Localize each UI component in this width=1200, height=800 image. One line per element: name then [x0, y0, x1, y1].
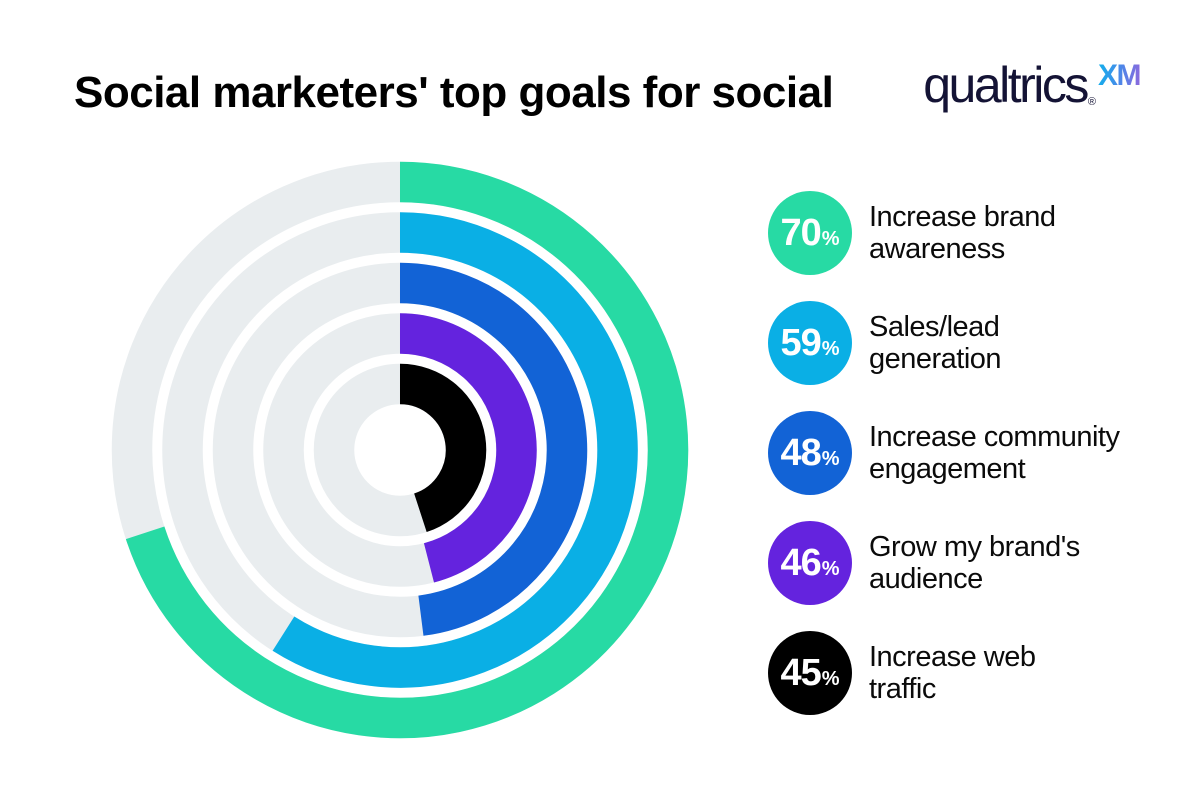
- legend-value-badge: 59%: [768, 301, 852, 385]
- legend-value-badge: 48%: [768, 411, 852, 495]
- percent-sign: %: [821, 448, 840, 470]
- radial-bar-chart: [111, 161, 689, 739]
- legend-label: Sales/lead generation: [869, 311, 1002, 375]
- qualtrics-logo: qualtrics®XM: [923, 57, 1142, 113]
- ring-arc: [125, 161, 689, 739]
- legend-value-group: 48%: [780, 434, 839, 472]
- legend-value: 59: [780, 322, 821, 364]
- ring-arc: [272, 212, 638, 688]
- ring-arc: [399, 363, 487, 533]
- xm-mark: XM: [1098, 59, 1142, 92]
- registered-trademark-icon: ®: [1087, 96, 1096, 108]
- legend-item: 48% Increase community engagement: [768, 411, 1120, 495]
- legend-item: 46% Grow my brand's audience: [768, 521, 1120, 605]
- legend-label: Increase brand awareness: [869, 201, 1056, 265]
- legend-label: Increase web traffic: [869, 641, 1036, 705]
- percent-sign: %: [821, 338, 840, 360]
- page-title: Social marketers' top goals for social: [74, 68, 834, 117]
- legend-item: 59% Sales/lead generation: [768, 301, 1120, 385]
- legend-value: 48: [780, 432, 821, 474]
- ring-arc: [399, 313, 537, 583]
- percent-sign: %: [821, 558, 840, 580]
- legend-item: 45% Increase web traffic: [768, 631, 1120, 715]
- legend-value-badge: 70%: [768, 191, 852, 275]
- qualtrics-wordmark: qualtrics: [923, 57, 1089, 113]
- percent-sign: %: [821, 668, 840, 690]
- legend-value-group: 70%: [780, 214, 839, 252]
- legend-value: 70: [780, 212, 821, 254]
- ring-arc: [399, 262, 588, 636]
- legend-label: Grow my brand's audience: [869, 531, 1080, 595]
- legend-value-badge: 46%: [768, 521, 852, 605]
- legend-value: 45: [780, 652, 821, 694]
- percent-sign: %: [821, 228, 840, 250]
- legend-value-badge: 45%: [768, 631, 852, 715]
- legend-value-group: 46%: [780, 544, 839, 582]
- legend-item: 70% Increase brand awareness: [768, 191, 1120, 275]
- legend-value-group: 59%: [780, 324, 839, 362]
- legend-label: Increase community engagement: [869, 421, 1120, 485]
- legend-value-group: 45%: [780, 654, 839, 692]
- chart-legend: 70% Increase brand awareness 59% Sales/l…: [768, 191, 1120, 741]
- legend-value: 46: [780, 542, 821, 584]
